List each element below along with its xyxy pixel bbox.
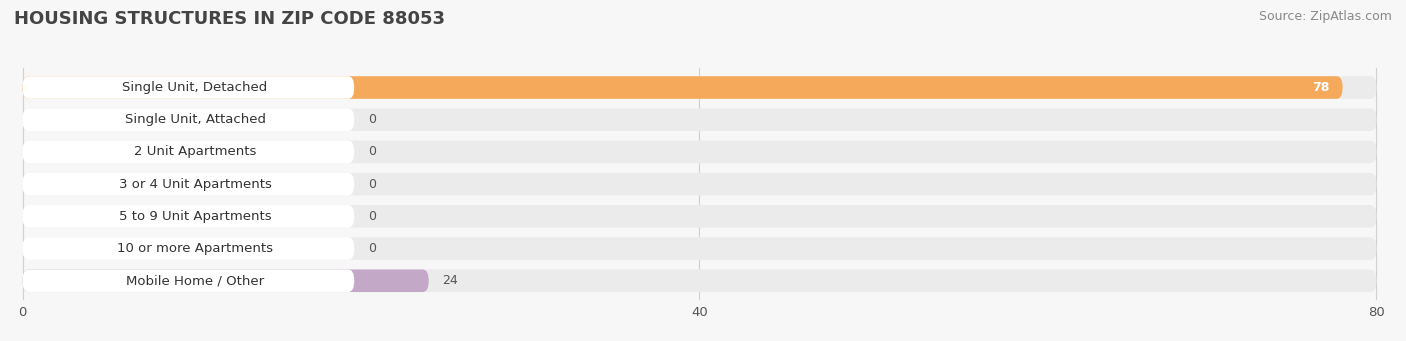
FancyBboxPatch shape bbox=[22, 269, 429, 292]
FancyBboxPatch shape bbox=[22, 173, 1376, 195]
Text: HOUSING STRUCTURES IN ZIP CODE 88053: HOUSING STRUCTURES IN ZIP CODE 88053 bbox=[14, 10, 446, 28]
FancyBboxPatch shape bbox=[22, 76, 354, 99]
FancyBboxPatch shape bbox=[22, 205, 1376, 228]
FancyBboxPatch shape bbox=[22, 140, 1376, 163]
Text: 0: 0 bbox=[368, 178, 375, 191]
FancyBboxPatch shape bbox=[22, 237, 1376, 260]
Text: 10 or more Apartments: 10 or more Apartments bbox=[117, 242, 273, 255]
Text: 0: 0 bbox=[368, 210, 375, 223]
Text: Source: ZipAtlas.com: Source: ZipAtlas.com bbox=[1258, 10, 1392, 23]
Text: 2 Unit Apartments: 2 Unit Apartments bbox=[134, 145, 256, 159]
FancyBboxPatch shape bbox=[22, 140, 354, 163]
FancyBboxPatch shape bbox=[22, 205, 354, 228]
FancyBboxPatch shape bbox=[22, 76, 1343, 99]
FancyBboxPatch shape bbox=[22, 269, 1376, 292]
Text: 24: 24 bbox=[443, 274, 458, 287]
FancyBboxPatch shape bbox=[22, 269, 354, 292]
Text: Single Unit, Attached: Single Unit, Attached bbox=[125, 113, 266, 126]
Text: Mobile Home / Other: Mobile Home / Other bbox=[127, 274, 264, 287]
FancyBboxPatch shape bbox=[22, 108, 1376, 131]
FancyBboxPatch shape bbox=[22, 108, 354, 131]
FancyBboxPatch shape bbox=[22, 237, 354, 260]
Text: 0: 0 bbox=[368, 145, 375, 159]
FancyBboxPatch shape bbox=[22, 76, 1376, 99]
Text: Single Unit, Detached: Single Unit, Detached bbox=[122, 81, 267, 94]
Text: 0: 0 bbox=[368, 113, 375, 126]
Text: 78: 78 bbox=[1312, 81, 1329, 94]
Text: 0: 0 bbox=[368, 242, 375, 255]
Text: 3 or 4 Unit Apartments: 3 or 4 Unit Apartments bbox=[118, 178, 271, 191]
Text: 5 to 9 Unit Apartments: 5 to 9 Unit Apartments bbox=[118, 210, 271, 223]
FancyBboxPatch shape bbox=[22, 173, 354, 195]
